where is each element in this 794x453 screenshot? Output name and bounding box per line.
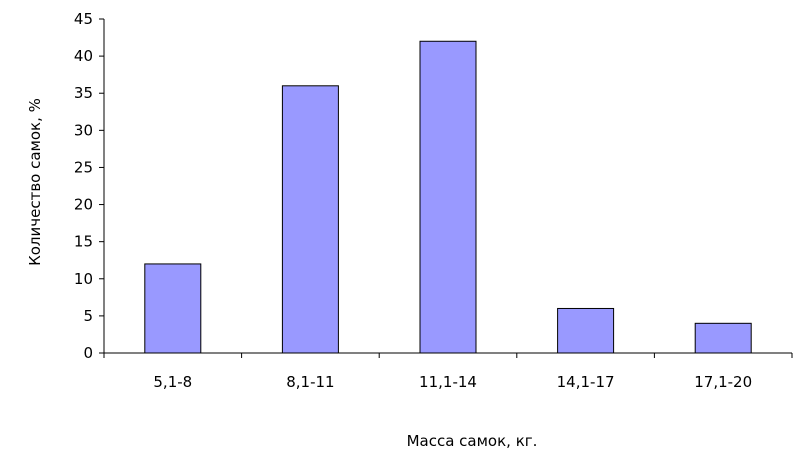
y-tick-label: 5 xyxy=(83,307,93,325)
y-axis-title: Количество самок, % xyxy=(26,98,44,266)
y-axis-ticks: 0 5 10 15 20 25 30 35 40 45 xyxy=(74,10,104,362)
x-category-label: 8,1-11 xyxy=(286,373,334,391)
y-tick-label: 0 xyxy=(83,344,93,362)
x-category-label: 17,1-20 xyxy=(694,373,752,391)
bar-1 xyxy=(144,263,202,354)
y-tick-label: 10 xyxy=(74,270,93,288)
bar-2 xyxy=(281,85,339,354)
y-tick-label: 40 xyxy=(74,47,93,65)
bar-3 xyxy=(419,40,477,354)
x-axis-title: Масса самок, кг. xyxy=(407,432,538,450)
y-tick-label: 30 xyxy=(74,121,93,139)
bar-5 xyxy=(694,322,752,354)
bars xyxy=(144,40,752,354)
bar-4 xyxy=(557,307,615,354)
y-tick-label: 25 xyxy=(74,158,93,176)
x-category-label: 14,1-17 xyxy=(557,373,615,391)
y-tick-label: 35 xyxy=(74,84,93,102)
y-tick-label: 20 xyxy=(74,196,93,214)
y-tick-label: 45 xyxy=(74,10,93,28)
x-axis-categories: 5,1-8 8,1-11 11,1-14 14,1-17 17,1-20 xyxy=(103,353,793,391)
x-category-label: 11,1-14 xyxy=(419,373,477,391)
x-category-label: 5,1-8 xyxy=(153,373,192,391)
y-tick-label: 15 xyxy=(74,233,93,251)
